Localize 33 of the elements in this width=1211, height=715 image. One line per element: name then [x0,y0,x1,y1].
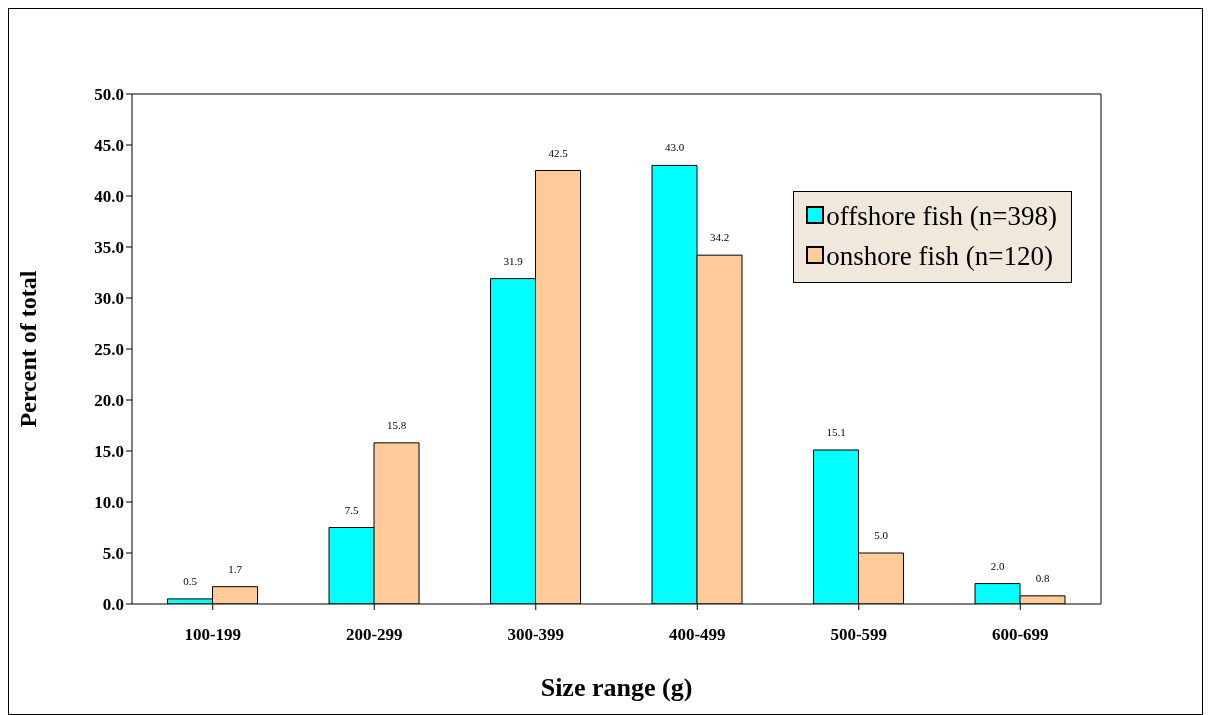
data-label: 0.8 [1035,571,1050,584]
data-label: 34.2 [709,231,730,244]
data-label: 15.8 [386,418,407,431]
x-tick-label: 500-599 [830,625,888,645]
y-tick-label: 30.0 [94,289,124,309]
x-tick-label: 200-299 [345,625,403,645]
y-tick-label: 20.0 [94,391,124,411]
data-label: 2.0 [990,559,1005,572]
data-label: 5.0 [874,529,889,541]
data-label: 0.5 [183,574,198,587]
y-tick-label: 50.0 [94,85,124,105]
y-tick-label: 5.0 [102,544,124,564]
y-axis-title: Percent of total [14,270,41,428]
y-tick-label: 25.0 [94,340,124,360]
legend-label: offshore fish (n=398) [826,200,1057,233]
x-tick-label: 400-499 [668,625,726,645]
data-label: 15.1 [826,425,846,438]
data-label: 7.5 [344,503,359,516]
x-axis-title: Size range (g) [540,673,693,702]
data-label: 31.9 [503,254,524,267]
y-tick-label: 15.0 [94,442,124,462]
x-tick-label: 300-399 [507,625,565,645]
x-tick-label: 600-699 [991,625,1049,645]
data-label: 1.7 [228,562,243,575]
legend-label: onshore fish (n=120) [826,240,1054,273]
y-tick-label: 0.0 [102,595,124,615]
data-label: 43.0 [664,141,685,154]
y-tick-label: 10.0 [94,493,124,513]
data-label: 42.5 [548,146,569,159]
y-tick-label: 45.0 [94,136,124,156]
y-tick-label: 40.0 [94,187,124,207]
x-tick-label: 100-199 [184,625,242,645]
y-tick-label: 35.0 [94,238,124,258]
